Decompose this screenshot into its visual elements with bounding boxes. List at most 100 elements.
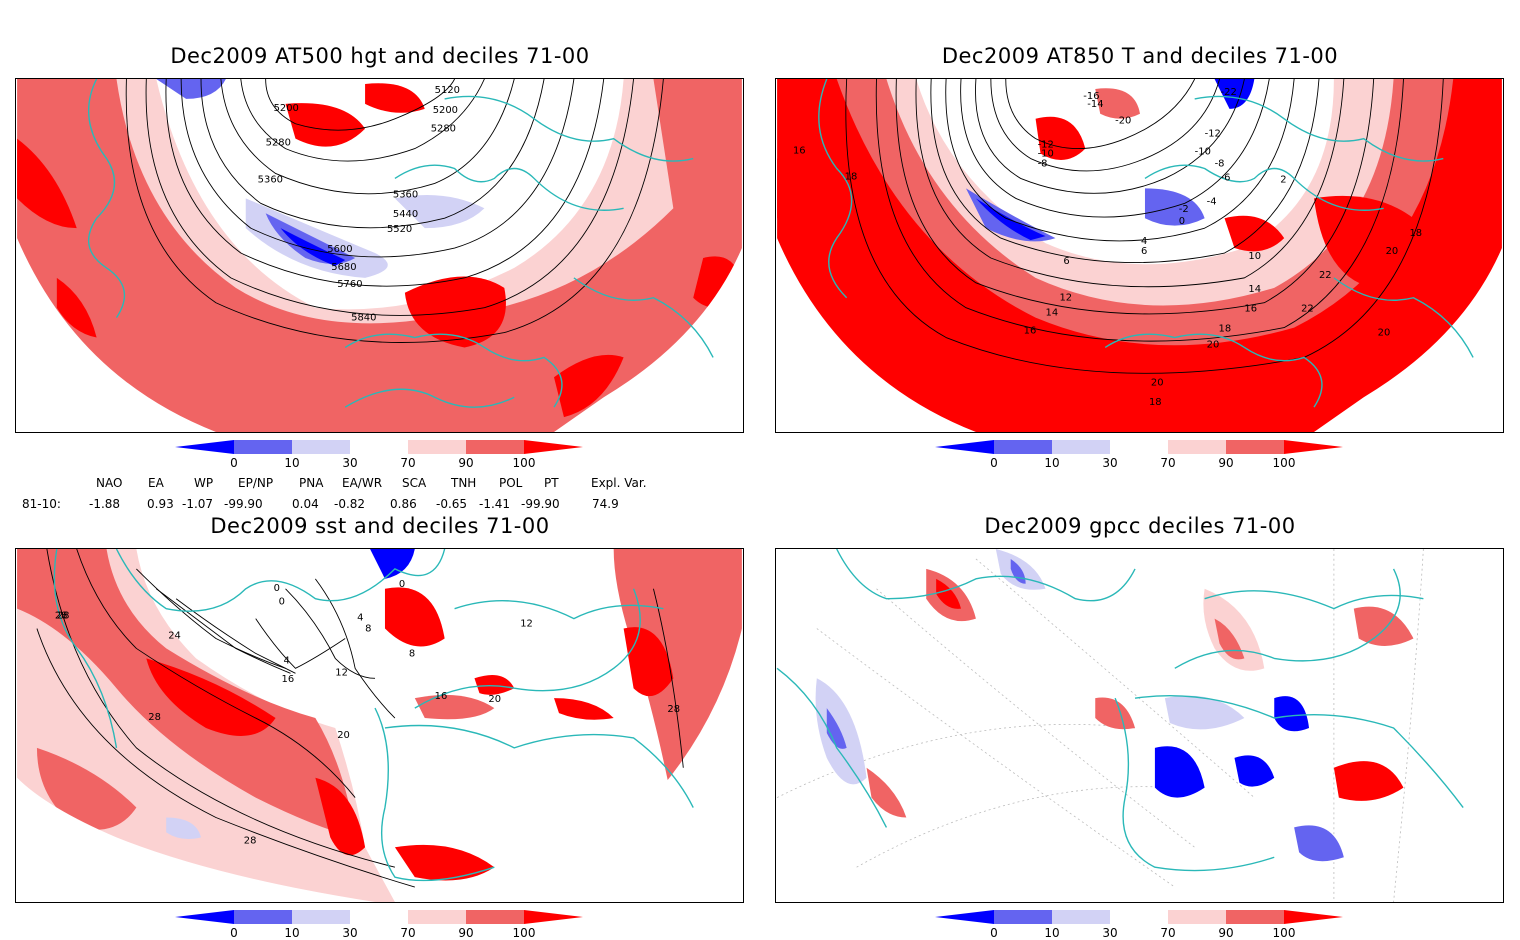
colorbar-tick: 90	[458, 926, 473, 940]
contour-label: 5280	[266, 138, 291, 149]
contour-label: 5360	[258, 174, 283, 185]
contour-label: 0	[399, 579, 405, 590]
contour-label: 16	[282, 674, 295, 685]
coastlines	[776, 549, 1464, 872]
contour-label: 6	[1063, 256, 1069, 267]
contour-label: 16	[435, 691, 448, 702]
contour-label: 4	[284, 655, 290, 666]
index-value: 0.93	[147, 497, 174, 511]
colorbar-tick: 10	[1044, 926, 1059, 940]
contour-label: -8	[1038, 159, 1048, 170]
contour-label: 2	[1280, 174, 1286, 185]
contour-labels: -22 -14 -16 -20 -12 -10 -8 -12 -10 -8 -6…	[793, 87, 1422, 408]
colorbar-at500: 0 10 30 70 90 100	[175, 440, 585, 470]
colorbar-tick: 0	[990, 456, 998, 470]
colorbar-tick: 10	[284, 926, 299, 940]
index-header: PT	[544, 476, 559, 490]
contour-label: -12	[1038, 140, 1054, 151]
colorbar-tick: 90	[1218, 456, 1233, 470]
contour-label: 5280	[431, 124, 456, 135]
contour-label: 20	[337, 730, 350, 741]
contour-label: 28	[667, 704, 680, 715]
index-header: NAO	[96, 476, 123, 490]
contour-label: -22	[1221, 87, 1237, 98]
colorbar-tick: 10	[284, 456, 299, 470]
index-value: -99.90	[521, 497, 560, 511]
index-value: -1.41	[479, 497, 511, 511]
colorbar-tick: 100	[1273, 926, 1296, 940]
contour-label: 10	[1248, 251, 1261, 262]
map-panel-sst: 28 24 0 0 0 4 4 8 8 12 12 16 16 20 20 28…	[15, 548, 744, 903]
index-value: -1.88	[89, 497, 121, 511]
contour-label: 8	[365, 624, 371, 635]
panel-title-gpcc: Dec2009 gpcc deciles 71-00	[984, 514, 1296, 538]
index-value: -0.65	[436, 497, 468, 511]
contour-label: 5600	[327, 244, 352, 255]
index-header: WP	[194, 476, 214, 490]
contour-label: 20	[488, 694, 501, 705]
contour-label: -20	[1115, 116, 1131, 127]
index-header: TNH	[451, 476, 477, 490]
index-value: 74.9	[592, 497, 619, 511]
contour-label: 18	[1219, 324, 1232, 335]
colorbar-tick: 100	[513, 456, 536, 470]
map-gpcc-svg	[776, 549, 1502, 902]
panel-title-sst: Dec2009 sst and deciles 71-00	[210, 514, 550, 538]
contour-label: 14	[1248, 284, 1261, 295]
contour-labels: 28 24 0 0 0 4 4 8 8 12 12 16 16 20 20 28…	[55, 579, 680, 847]
decile-shading	[17, 549, 742, 902]
colorbar-tick: 90	[458, 456, 473, 470]
colorbar-tick: 30	[1102, 456, 1117, 470]
contour-label: 20	[1378, 328, 1391, 339]
colorbar-svg: 0 10 30 70 90 100	[935, 910, 1343, 940]
colorbar-tick: 70	[1160, 926, 1175, 940]
index-header: PNA	[299, 476, 324, 490]
contour-label: 12	[335, 667, 348, 678]
contour-label: -6	[1221, 172, 1231, 183]
index-row-label: 81-10:	[22, 497, 61, 511]
colorbar-tick: 70	[1160, 456, 1175, 470]
map-sst-svg: 28 24 0 0 0 4 4 8 8 12 12 16 16 20 20 28…	[17, 549, 742, 902]
contour-label: 18	[845, 171, 858, 182]
height-contours	[125, 79, 664, 343]
contour-label: 5200	[274, 103, 299, 114]
index-header: EA	[148, 476, 164, 490]
contour-label: 16	[1024, 326, 1037, 337]
contour-label: 22	[1301, 304, 1314, 315]
contour-labels: 5120 5200 5200 5280 5280 5360 5360 5440 …	[258, 85, 460, 324]
coastlines	[53, 549, 694, 882]
colorbar-svg: 0 10 30 70 90 100	[935, 440, 1343, 470]
contour-label: 5200	[433, 105, 458, 116]
colorbar-tick: 30	[342, 456, 357, 470]
colorbar-tick: 70	[400, 456, 415, 470]
contour-label: 28	[55, 611, 68, 622]
index-value: 0.86	[390, 497, 417, 511]
contour-label: 5360	[393, 189, 418, 200]
map-at500-svg: 5120 5200 5200 5280 5280 5360 5360 5440 …	[17, 79, 742, 432]
colorbar-tick: 0	[230, 456, 238, 470]
colorbar-tick: 10	[1044, 456, 1059, 470]
contour-label: 28	[148, 712, 161, 723]
contour-label: -8	[1215, 159, 1225, 170]
index-header: EP/NP	[238, 476, 274, 490]
colorbar-tick: 30	[342, 926, 357, 940]
panel-title-at500: Dec2009 AT500 hgt and deciles 71-00	[170, 44, 590, 68]
contour-label: 22	[1319, 270, 1332, 281]
contour-label: 8	[409, 648, 415, 659]
coastlines	[87, 79, 714, 408]
colorbar-sst: 0 10 30 70 90 100	[175, 910, 585, 940]
contour-label: 5440	[393, 209, 418, 220]
contour-label: 14	[1046, 308, 1059, 319]
contour-label: 5520	[387, 224, 412, 235]
contour-label: 24	[168, 630, 181, 641]
temperature-contours	[845, 79, 1444, 374]
contour-label: 5680	[331, 262, 356, 273]
colorbar-tick: 100	[513, 926, 536, 940]
contour-label: -2	[1179, 204, 1189, 215]
decile-shading	[17, 79, 742, 432]
contour-label: 18	[1409, 228, 1422, 239]
colorbar-tick: 90	[1218, 926, 1233, 940]
colorbar-tick: 30	[1102, 926, 1117, 940]
index-header: SCA	[402, 476, 427, 490]
contour-label: 4	[357, 613, 363, 624]
